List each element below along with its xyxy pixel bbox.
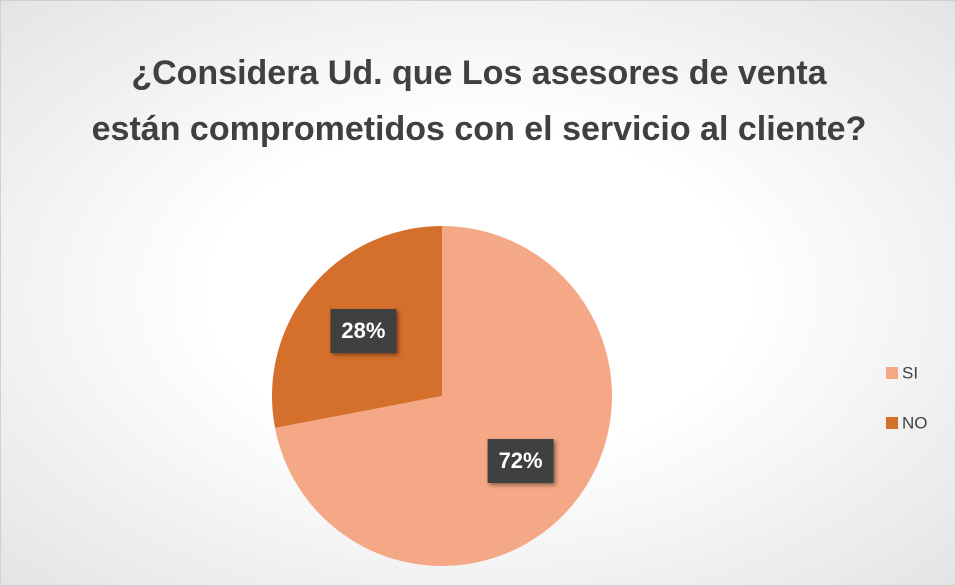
data-label: 72%: [499, 448, 543, 473]
legend-label: SI: [902, 363, 918, 382]
legend-label: NO: [902, 413, 928, 432]
data-label: 28%: [341, 318, 385, 343]
legend-swatch: [886, 417, 898, 429]
legend-swatch: [886, 367, 898, 379]
chart-title: ¿Considera Ud. que Los asesores de venta…: [91, 54, 867, 148]
data-label-box: [487, 439, 554, 484]
data-label-box: [330, 308, 397, 353]
